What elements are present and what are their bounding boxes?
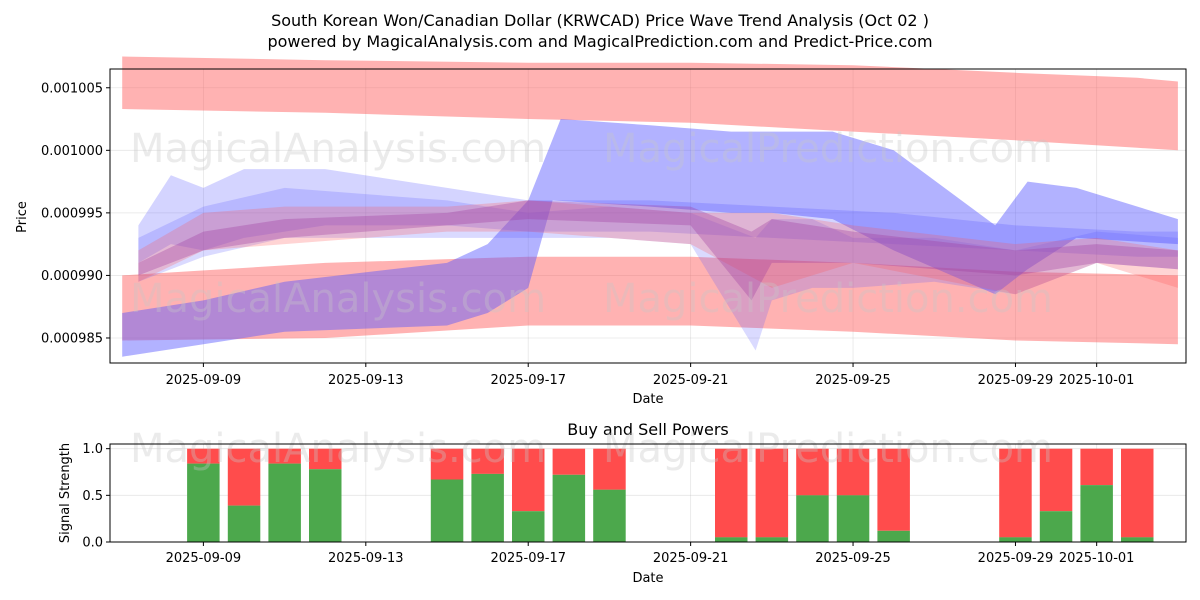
price-y-tick-label: 0.000995: [41, 206, 103, 221]
signal-x-tick-label: 2025-10-01: [1059, 551, 1135, 566]
wave-band-red-1: [122, 256, 1178, 345]
buy-power-bar: [309, 469, 342, 542]
buy-sell-chart: Buy and Sell Powers MagicalAnalysis.com …: [58, 420, 1187, 586]
buy-sell-chart-y-label: Signal Strength: [58, 443, 73, 543]
wave-band-blue-3: [138, 169, 1178, 263]
price-x-tick-label: 2025-09-09: [166, 373, 242, 388]
buy-power-bar: [268, 463, 301, 542]
watermark-top-left: MagicalAnalysis.com: [130, 126, 546, 172]
buy-power-bar: [187, 463, 220, 542]
sell-power-bar: [796, 448, 829, 496]
buy-sell-bars: [187, 448, 1154, 542]
price-chart-x-label: Date: [632, 392, 663, 407]
sell-power-bar: [430, 448, 464, 480]
signal-y-tick-label: 1.0: [82, 442, 103, 457]
wave-band-red-5: [138, 200, 1178, 295]
sell-power-bar: [512, 448, 545, 512]
buy-power-bar: [512, 511, 545, 542]
buy-power-bar: [430, 479, 464, 542]
signal-y-tick-label: 0.0: [82, 536, 103, 551]
buy-power-bar: [877, 530, 910, 542]
buy-sell-chart-x-label: Date: [632, 571, 663, 586]
price-chart-grid: [110, 69, 1186, 363]
price-chart: MagicalAnalysis.com MagicalPrediction.co…: [15, 56, 1187, 407]
signal-x-tick-label: 2025-09-17: [490, 551, 566, 566]
sell-power-bar: [1080, 448, 1113, 486]
buy-power-bar: [1121, 537, 1154, 542]
price-chart-x-ticks: 2025-09-09 2025-09-13 2025-09-17 2025-09-21…: [166, 363, 1135, 388]
price-x-tick-label: 2025-10-01: [1059, 373, 1135, 388]
price-y-tick-label: 0.001000: [41, 144, 103, 159]
watermark-mid-left: MagicalAnalysis.com: [130, 276, 546, 322]
sell-power-bar: [999, 448, 1032, 538]
sell-power-bar: [268, 448, 301, 464]
sell-power-bar: [227, 448, 261, 506]
price-y-tick-label: 0.000990: [41, 269, 103, 284]
price-x-tick-label: 2025-09-13: [328, 373, 404, 388]
price-x-tick-label: 2025-09-17: [490, 373, 566, 388]
price-chart-y-label: Price: [15, 201, 30, 233]
sell-power-bar: [471, 448, 504, 474]
price-y-tick-label: 0.001005: [41, 81, 103, 96]
buy-power-bar: [593, 489, 626, 542]
sell-power-bar: [552, 448, 586, 475]
watermark-mid-right: MagicalPrediction.com: [603, 276, 1053, 322]
signal-x-tick-label: 2025-09-29: [978, 551, 1054, 566]
buy-power-bar: [1080, 485, 1113, 542]
buy-sell-chart-frame: [109, 443, 1187, 543]
buy-power-bar: [755, 537, 789, 542]
price-chart-frame: [109, 68, 1187, 364]
sell-power-bar: [836, 448, 870, 496]
sell-power-bar: [1121, 448, 1154, 538]
signal-x-tick-label: 2025-09-09: [166, 551, 242, 566]
figure-title-line-2: powered by MagicalAnalysis.com and Magic…: [267, 32, 932, 51]
buy-sell-chart-x-ticks: 2025-09-09 2025-09-13 2025-09-17 2025-09-21…: [166, 542, 1135, 566]
watermark-bottom-left: MagicalAnalysis.com: [130, 426, 546, 472]
buy-power-bar: [552, 474, 586, 542]
price-chart-y-ticks: 0.000985 0.000990 0.000995 0.001000 0.001005: [41, 81, 110, 346]
buy-power-bar: [796, 495, 829, 542]
sell-power-bar: [755, 448, 789, 538]
figure-title-line-1: South Korean Won/Canadian Dollar (KRWCAD…: [271, 11, 929, 30]
signal-y-tick-label: 0.5: [82, 489, 103, 504]
wave-band-blue-4: [138, 187, 1178, 351]
price-x-tick-label: 2025-09-29: [978, 373, 1054, 388]
buy-power-bar: [715, 537, 748, 542]
watermark-top-right: MagicalPrediction.com: [603, 126, 1053, 172]
signal-x-tick-label: 2025-09-13: [328, 551, 404, 566]
sell-power-bar: [187, 448, 220, 464]
buy-sell-chart-y-ticks: 0.0 0.5 1.0: [82, 442, 110, 551]
watermark-bottom-right: MagicalPrediction.com: [603, 426, 1053, 472]
signal-x-tick-label: 2025-09-25: [815, 551, 891, 566]
buy-sell-chart-title: Buy and Sell Powers: [567, 420, 729, 439]
sell-power-bar: [593, 448, 626, 490]
buy-power-bar: [227, 505, 261, 542]
wave-band-red-0: [122, 56, 1178, 151]
price-wave-bands: [122, 56, 1178, 357]
buy-power-bar: [999, 537, 1032, 542]
sell-power-bar: [309, 448, 342, 470]
buy-power-bar: [836, 495, 870, 542]
price-y-tick-label: 0.000985: [41, 331, 103, 346]
buy-power-bar: [1039, 511, 1073, 542]
sell-power-bar: [877, 448, 910, 531]
signal-x-tick-label: 2025-09-21: [653, 551, 729, 566]
sell-power-bar: [1039, 448, 1073, 512]
price-x-tick-label: 2025-09-25: [815, 373, 891, 388]
wave-band-blue-2: [122, 119, 1178, 357]
price-x-tick-label: 2025-09-21: [653, 373, 729, 388]
sell-power-bar: [715, 448, 748, 538]
buy-power-bar: [471, 473, 504, 542]
wave-band-mix-6: [138, 200, 1178, 301]
